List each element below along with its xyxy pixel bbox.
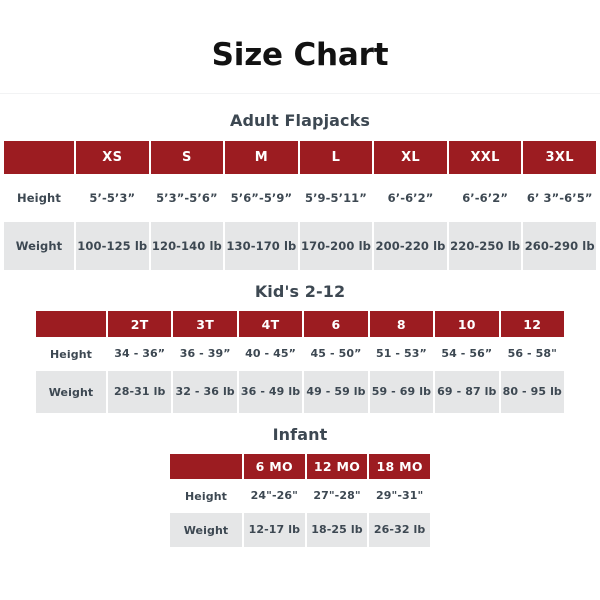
column-header-8: 8: [369, 311, 434, 338]
row-label-height: Height: [36, 337, 106, 372]
cell-height-3t: 36 - 39”: [173, 337, 237, 372]
section-heading-adult: Adult Flapjacks: [229, 111, 371, 131]
table-row-height: Height 34 - 36” 36 - 39” 40 - 45” 45 - 5…: [36, 337, 564, 372]
cell-weight-8: 59 - 69 lb: [369, 371, 434, 414]
header-corner-cell: [170, 454, 242, 480]
column-header-4t: 4T: [238, 311, 303, 338]
table-header-row: XS S M L XL XXL 3XL: [4, 141, 596, 175]
cell-height-12mo: 27"-28": [306, 479, 368, 514]
cell-weight-xs: 100-125 lb: [76, 222, 149, 271]
cell-height-s: 5’3”-5’6”: [150, 174, 224, 223]
cell-height-18mo: 29"-31": [369, 479, 430, 514]
table-header-row: 6 MO 12 MO 18 MO: [170, 454, 430, 480]
cell-height-12: 56 - 58": [500, 337, 564, 372]
cell-height-4t: 40 - 45”: [238, 337, 303, 372]
cell-height-6: 45 - 50”: [304, 337, 368, 372]
cell-height-xxl: 6’-6’2”: [448, 174, 522, 223]
cell-weight-3xl: 260-290 lb: [523, 222, 596, 271]
size-table-adult: XS S M L XL XXL 3XL Height 5’-5’3” 5’3”-…: [2, 141, 598, 271]
cell-weight-l: 170-200 lb: [299, 222, 373, 271]
table-header-row: 2T 3T 4T 6 8 10 12: [36, 311, 564, 338]
cell-weight-4t: 36 - 49 lb: [238, 371, 303, 414]
cell-weight-xxl: 220-250 lb: [448, 222, 522, 271]
cell-weight-12mo: 18-25 lb: [306, 513, 368, 548]
cell-height-10: 54 - 56”: [435, 337, 499, 372]
cell-weight-s: 120-140 lb: [150, 222, 224, 271]
column-header-18mo: 18 MO: [369, 454, 430, 480]
column-header-s: S: [150, 141, 224, 175]
column-header-xl: XL: [374, 141, 447, 175]
cell-height-2t: 34 - 36”: [108, 337, 172, 372]
row-label-height: Height: [4, 174, 74, 223]
title-divider: [0, 93, 600, 95]
column-header-l: L: [299, 141, 373, 175]
column-header-10: 10: [435, 311, 499, 338]
table-row-weight: Weight 12-17 lb 18-25 lb 26-32 lb: [170, 513, 430, 548]
row-label-weight: Weight: [36, 371, 106, 414]
cell-weight-10: 69 - 87 lb: [435, 371, 499, 414]
row-label-weight: Weight: [4, 222, 74, 271]
table-row-weight: Weight 28-31 lb 32 - 36 lb 36 - 49 lb 49…: [36, 371, 564, 414]
column-header-3xl: 3XL: [523, 141, 596, 175]
column-header-6mo: 6 MO: [244, 454, 305, 480]
table-row-weight: Weight 100-125 lb 120-140 lb 130-170 lb …: [4, 222, 596, 271]
cell-weight-18mo: 26-32 lb: [369, 513, 430, 548]
cell-weight-m: 130-170 lb: [225, 222, 298, 271]
cell-weight-xl: 200-220 lb: [374, 222, 447, 271]
cell-height-3xl: 6’ 3”-6’5”: [523, 174, 596, 223]
cell-height-m: 5’6”-5’9”: [225, 174, 298, 223]
row-label-weight: Weight: [170, 513, 242, 548]
section-heading-kids: Kid's 2-12: [254, 282, 346, 302]
cell-weight-6: 49 - 59 lb: [304, 371, 368, 414]
column-header-3t: 3T: [173, 311, 237, 338]
column-header-6: 6: [304, 311, 368, 338]
cell-weight-6mo: 12-17 lb: [244, 513, 305, 548]
column-header-xs: XS: [76, 141, 149, 175]
page-title: Size Chart: [211, 37, 389, 73]
column-header-m: M: [225, 141, 298, 175]
section-heading-infant: Infant: [272, 425, 328, 445]
column-header-2t: 2T: [108, 311, 172, 338]
cell-height-6mo: 24"-26": [244, 479, 305, 514]
column-header-xxl: XXL: [448, 141, 522, 175]
row-label-height: Height: [170, 479, 242, 514]
size-table-infant: 6 MO 12 MO 18 MO Height 24"-26" 27"-28" …: [168, 454, 432, 548]
cell-weight-12: 80 - 95 lb: [500, 371, 564, 414]
cell-height-xl: 6’-6’2”: [374, 174, 447, 223]
cell-weight-2t: 28-31 lb: [108, 371, 172, 414]
header-corner-cell: [4, 141, 74, 175]
cell-height-8: 51 - 53”: [369, 337, 434, 372]
column-header-12mo: 12 MO: [306, 454, 368, 480]
size-table-kids: 2T 3T 4T 6 8 10 12 Height 34 - 36” 36 - …: [34, 311, 566, 414]
column-header-12: 12: [500, 311, 564, 338]
cell-weight-3t: 32 - 36 lb: [173, 371, 237, 414]
table-row-height: Height 24"-26" 27"-28" 29"-31": [170, 479, 430, 514]
cell-height-xs: 5’-5’3”: [76, 174, 149, 223]
cell-height-l: 5’9-5’11”: [299, 174, 373, 223]
header-corner-cell: [36, 311, 106, 338]
table-row-height: Height 5’-5’3” 5’3”-5’6” 5’6”-5’9” 5’9-5…: [4, 174, 596, 223]
